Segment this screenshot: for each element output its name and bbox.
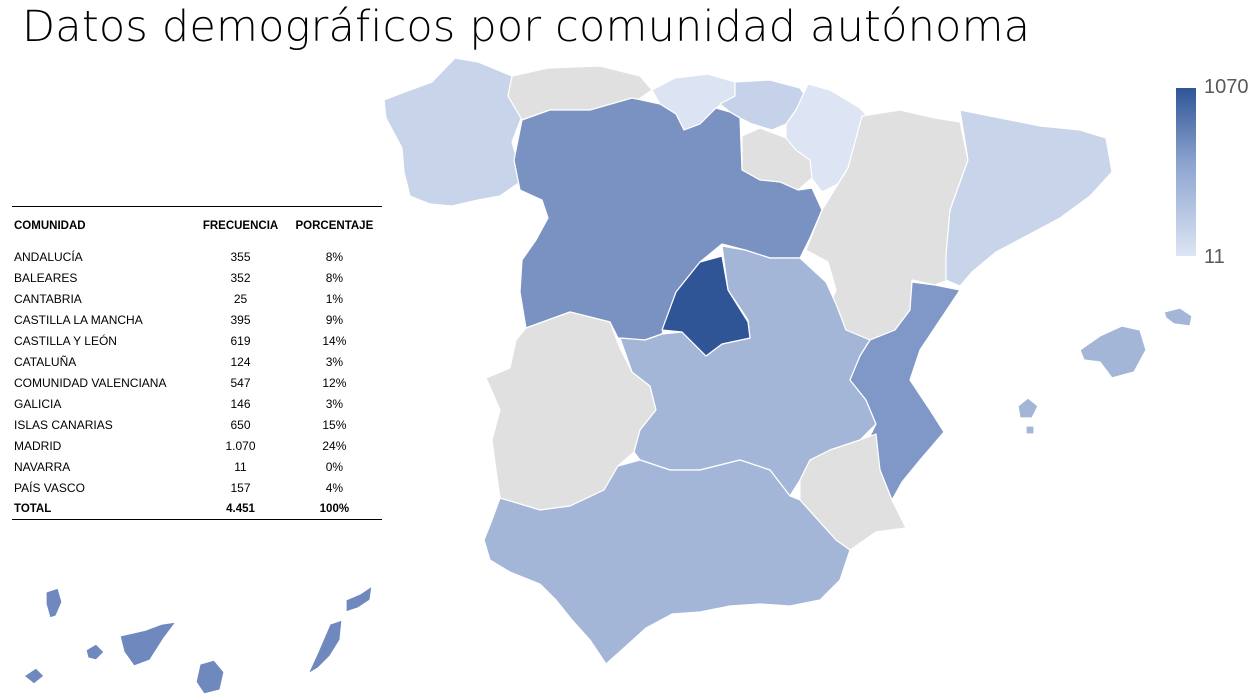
cell-comunidad: CASTILLA LA MANCHA <box>14 312 143 327</box>
table-row: ISLAS CANARIAS 650 15% <box>12 414 382 435</box>
region-canarias-lanzarote <box>345 585 373 613</box>
cell-frecuencia: 650 <box>230 417 251 432</box>
cell-comunidad: CASTILLA Y LEÓN <box>14 333 117 348</box>
table-header-row: COMUNIDAD FRECUENCIA PORCENTAJE <box>12 207 382 247</box>
cell-comunidad: BALEARES <box>14 270 78 285</box>
cell-comunidad: ISLAS CANARIAS <box>14 417 113 432</box>
header-frecuencia: FRECUENCIA <box>202 220 279 232</box>
cell-frecuencia: 124 <box>230 354 251 369</box>
table-row: CANTABRIA 25 1% <box>12 288 382 309</box>
table-total-row: TOTAL 4.451 100% <box>12 498 382 520</box>
cell-frecuencia: 395 <box>230 312 251 327</box>
table-row: CASTILLA LA MANCHA 395 9% <box>12 309 382 330</box>
table-row: COMUNIDAD VALENCIANA 547 12% <box>12 372 382 393</box>
cell-comunidad: CATALUÑA <box>14 354 77 369</box>
page-title: Datos demográficos por comunidad autónom… <box>22 2 1031 52</box>
table-row: CATALUÑA 124 3% <box>12 351 382 372</box>
region-galicia <box>383 57 523 207</box>
region-canarias-fuerteventura <box>307 619 343 675</box>
cell-porcentaje: 9% <box>325 312 344 327</box>
table-row: GALICIA 146 3% <box>12 393 382 414</box>
cell-comunidad: GALICIA <box>14 396 62 411</box>
cell-porcentaje: 3% <box>325 396 344 411</box>
cell-frecuencia: 352 <box>230 270 251 285</box>
region-andalucia <box>483 459 851 665</box>
cell-frecuencia: 157 <box>230 480 251 495</box>
header-comunidad: COMUNIDAD <box>14 220 86 232</box>
cell-comunidad: COMUNIDAD VALENCIANA <box>14 375 167 390</box>
table-row: ANDALUCÍA 355 8% <box>12 246 382 267</box>
table-row: CASTILLA Y LEÓN 619 14% <box>12 330 382 351</box>
region-baleares-mallorca <box>1079 325 1147 379</box>
region-cataluna <box>945 109 1113 287</box>
region-baleares-formentera <box>1025 425 1035 435</box>
cell-porcentaje: 4% <box>325 480 344 495</box>
color-scale-legend <box>1176 88 1196 256</box>
region-canarias-el-hierro <box>23 667 45 685</box>
cell-comunidad: NAVARRA <box>14 459 71 474</box>
color-scale-bar <box>1176 88 1196 256</box>
cell-porcentaje: 14% <box>322 333 347 348</box>
data-table: COMUNIDAD FRECUENCIA PORCENTAJE ANDALUCÍ… <box>12 206 382 520</box>
cell-comunidad: ANDALUCÍA <box>14 249 83 264</box>
cell-frecuencia: 11 <box>234 459 247 474</box>
legend-max-label: 1070 <box>1204 76 1249 98</box>
cell-porcentaje: 24% <box>322 438 347 453</box>
cell-porcentaje: 0% <box>325 459 344 474</box>
region-canarias-gran-canaria <box>195 659 225 695</box>
cell-porcentaje: 12% <box>322 375 347 390</box>
cell-porcentaje: 8% <box>325 270 344 285</box>
region-murcia <box>799 433 907 551</box>
legend-min-label: 11 <box>1204 246 1225 268</box>
table-row: PAÍS VASCO 157 4% <box>12 477 382 498</box>
header-porcentaje: PORCENTAJE <box>295 220 374 232</box>
region-canarias-tenerife <box>119 621 177 667</box>
cell-comunidad: CANTABRIA <box>14 291 82 306</box>
cell-frecuencia: 146 <box>230 396 251 411</box>
total-frecuencia: 4.451 <box>226 502 255 515</box>
region-baleares-menorca <box>1163 307 1193 327</box>
region-canarias-la-gomera <box>85 643 105 661</box>
total-porcentaje: 100% <box>319 502 350 515</box>
cell-frecuencia: 619 <box>230 333 251 348</box>
total-comunidad: TOTAL <box>14 502 52 515</box>
region-madrid <box>661 255 751 357</box>
cell-porcentaje: 8% <box>325 249 344 264</box>
cell-frecuencia: 547 <box>230 375 251 390</box>
table-row: BALEARES 352 8% <box>12 267 382 288</box>
cell-frecuencia: 355 <box>230 249 251 264</box>
cell-comunidad: MADRID <box>14 438 62 453</box>
cell-porcentaje: 1% <box>325 291 344 306</box>
region-baleares-ibiza <box>1017 397 1039 419</box>
cell-frecuencia: 1.070 <box>225 438 256 453</box>
cell-porcentaje: 15% <box>322 417 347 432</box>
table-row: MADRID 1.070 24% <box>12 435 382 456</box>
cell-comunidad: PAÍS VASCO <box>14 480 85 495</box>
region-canarias-la-palma <box>45 587 63 619</box>
table-row: NAVARRA 11 0% <box>12 456 382 477</box>
region-pais-vasco <box>719 79 809 131</box>
cell-porcentaje: 3% <box>325 354 344 369</box>
cell-frecuencia: 25 <box>233 291 248 306</box>
